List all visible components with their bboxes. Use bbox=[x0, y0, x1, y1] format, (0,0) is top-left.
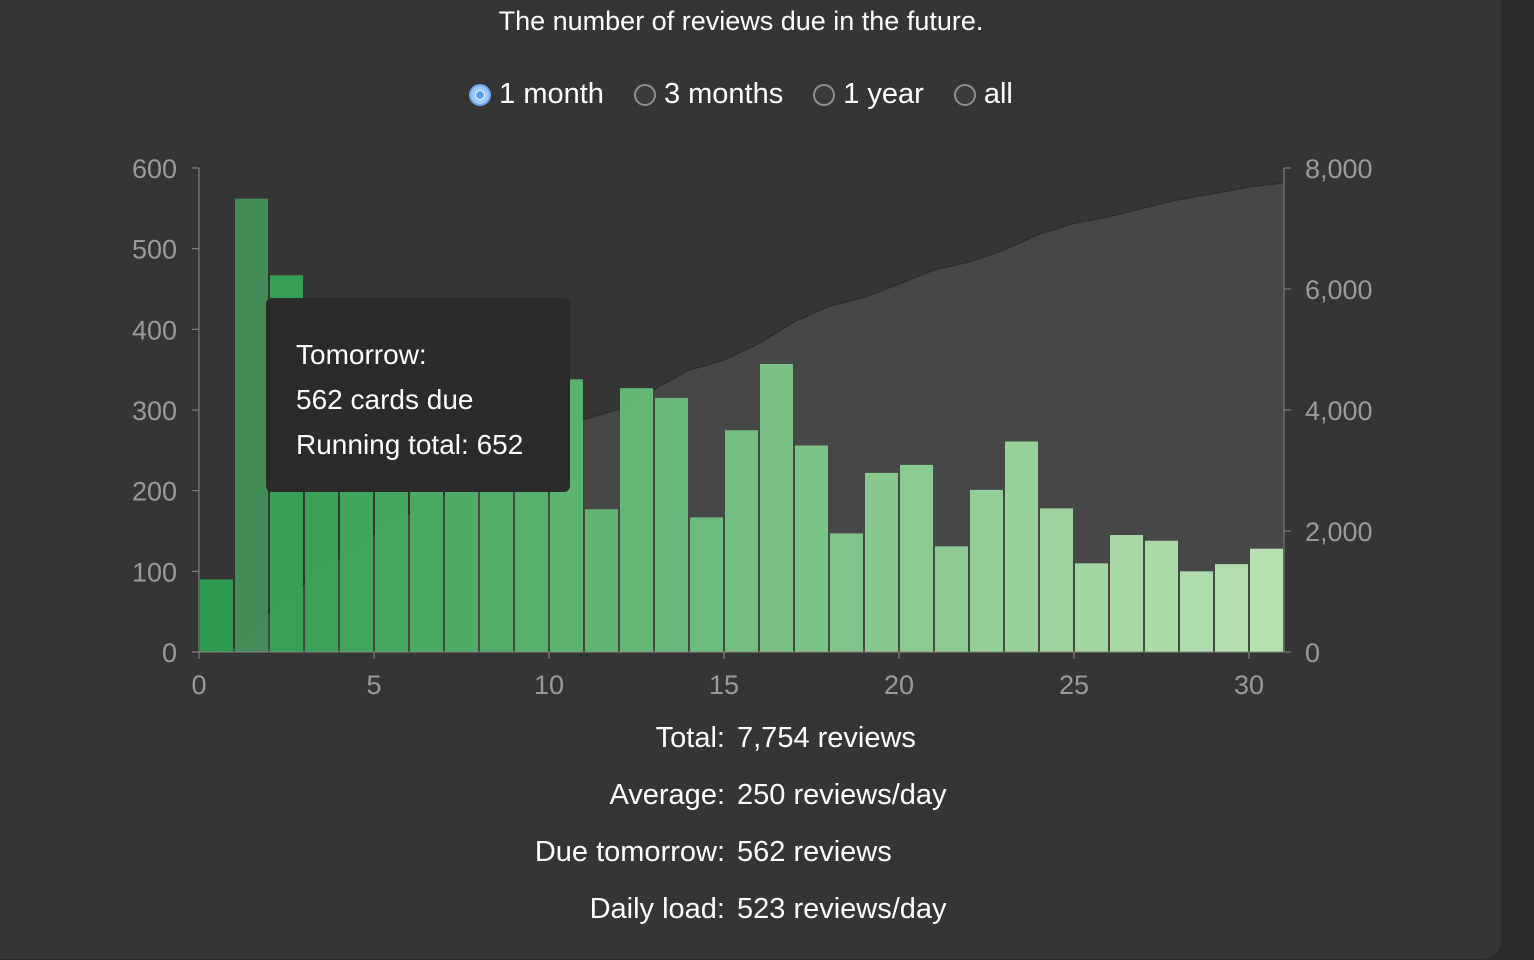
bar bbox=[760, 364, 793, 652]
stat-value: 250 reviews/day bbox=[737, 779, 947, 811]
stat-row-due-tomorrow: Due tomorrow: 562 reviews bbox=[0, 830, 1482, 887]
stats-table: Total: 7,754 reviews Average: 250 review… bbox=[0, 716, 1482, 944]
bar bbox=[970, 489, 1003, 652]
radio-button[interactable] bbox=[813, 83, 836, 106]
bar bbox=[1180, 571, 1213, 652]
y-axis-left-tick-label: 500 bbox=[132, 235, 177, 265]
future-due-chart: 010020030040050060002,0004,0006,0008,000… bbox=[132, 154, 1373, 700]
tooltip-running-total: Running total: 652 bbox=[296, 429, 524, 460]
stat-label: Daily load: bbox=[589, 893, 725, 925]
bar bbox=[690, 517, 723, 652]
y-axis-left-tick-label: 600 bbox=[132, 154, 177, 184]
bar bbox=[935, 546, 968, 652]
x-axis-tick-label: 25 bbox=[1059, 670, 1089, 700]
y-axis-right-tick-label: 4,000 bbox=[1305, 396, 1373, 426]
x-axis-tick-label: 0 bbox=[191, 670, 206, 700]
chart-tooltip: Tomorrow: 562 cards due Running total: 6… bbox=[266, 298, 570, 492]
bar bbox=[1145, 540, 1178, 652]
bar bbox=[620, 388, 653, 652]
bar bbox=[1040, 508, 1073, 652]
radio-button[interactable] bbox=[633, 83, 656, 106]
bar bbox=[200, 579, 233, 652]
chart-subtitle: The number of reviews due in the future. bbox=[498, 6, 984, 36]
stat-label: Due tomorrow: bbox=[534, 836, 725, 868]
bar bbox=[1250, 548, 1283, 652]
bar bbox=[900, 464, 933, 652]
range-option-label: all bbox=[983, 78, 1013, 110]
y-axis-left-tick-label: 400 bbox=[132, 315, 177, 345]
x-axis-tick-label: 30 bbox=[1234, 670, 1264, 700]
bar bbox=[830, 533, 863, 652]
y-axis-left-tick-label: 100 bbox=[132, 557, 177, 587]
stat-label: Total: bbox=[655, 722, 725, 754]
bar bbox=[795, 445, 828, 652]
x-axis-tick-label: 10 bbox=[534, 670, 564, 700]
bar bbox=[235, 198, 268, 652]
bar bbox=[1110, 535, 1143, 652]
radio-button-checked[interactable] bbox=[469, 83, 492, 106]
bar bbox=[865, 472, 898, 652]
x-axis-tick-label: 5 bbox=[366, 670, 381, 700]
bar bbox=[1215, 564, 1248, 652]
range-option-all[interactable]: all bbox=[953, 78, 1013, 111]
bar bbox=[1005, 441, 1038, 652]
x-axis-tick-label: 20 bbox=[884, 670, 914, 700]
radio-button[interactable] bbox=[953, 83, 976, 106]
bar-hover-highlight bbox=[235, 198, 268, 652]
range-option-1-year[interactable]: 1 year bbox=[813, 78, 924, 111]
axis-layer: 010020030040050060002,0004,0006,0008,000… bbox=[132, 154, 1373, 700]
bar bbox=[585, 509, 618, 652]
bar bbox=[655, 397, 688, 652]
tooltip-title: Tomorrow: bbox=[296, 339, 427, 370]
stat-value: 562 reviews bbox=[737, 836, 892, 868]
bar bbox=[725, 430, 758, 652]
x-axis-tick-label: 15 bbox=[709, 670, 739, 700]
range-selector: 1 month 3 months 1 year all bbox=[0, 78, 1482, 111]
y-axis-right-tick-label: 0 bbox=[1305, 638, 1320, 668]
y-axis-left-tick-label: 0 bbox=[162, 638, 177, 668]
range-option-label: 1 year bbox=[843, 78, 924, 110]
y-axis-left-tick-label: 200 bbox=[132, 477, 177, 507]
stat-label: Average: bbox=[609, 779, 725, 811]
y-axis-right-tick-label: 2,000 bbox=[1305, 517, 1373, 547]
stat-row-daily-load: Daily load: 523 reviews/day bbox=[0, 887, 1482, 944]
stat-row-total: Total: 7,754 reviews bbox=[0, 716, 1482, 773]
range-option-label: 1 month bbox=[499, 78, 604, 110]
range-option-1-month[interactable]: 1 month bbox=[469, 78, 604, 111]
tooltip-cards-due: 562 cards due bbox=[296, 384, 474, 415]
y-axis-left-tick-label: 300 bbox=[132, 396, 177, 426]
bar bbox=[1075, 563, 1108, 652]
stat-value: 523 reviews/day bbox=[737, 893, 947, 925]
stat-value: 7,754 reviews bbox=[737, 722, 916, 754]
range-option-3-months[interactable]: 3 months bbox=[633, 78, 784, 111]
range-option-label: 3 months bbox=[663, 78, 784, 110]
y-axis-right-tick-label: 6,000 bbox=[1305, 275, 1373, 305]
y-axis-right-tick-label: 8,000 bbox=[1305, 154, 1373, 184]
stat-row-average: Average: 250 reviews/day bbox=[0, 773, 1482, 830]
